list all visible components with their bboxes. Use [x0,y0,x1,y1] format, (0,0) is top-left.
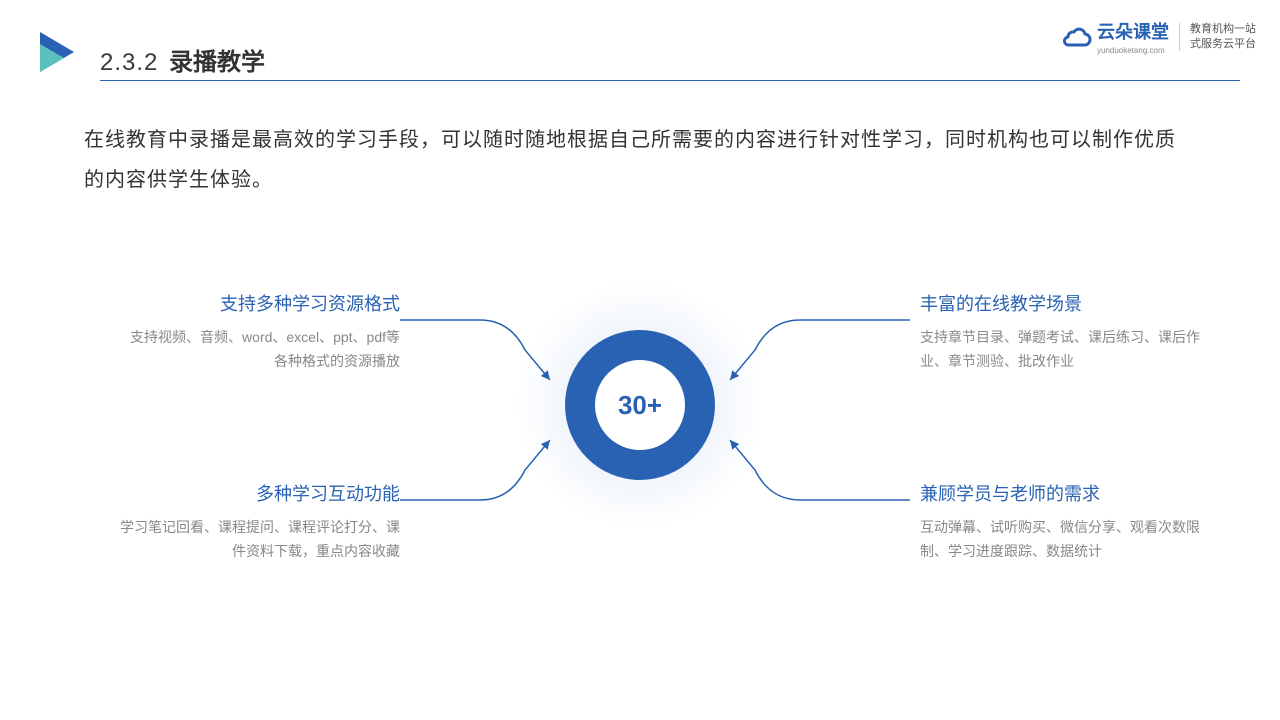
logo-sub: yunduoketang.com [1097,46,1169,55]
ring-inner: 30+ [595,360,685,450]
feature-bottom-left: 多种学习互动功能 学习笔记回看、课程提问、课程评论打分、课件资料下载，重点内容收… [120,480,400,564]
logo-tagline: 教育机构一站 式服务云平台 [1190,22,1256,51]
feature-bottom-right: 兼顾学员与老师的需求 互动弹幕、试听购买、微信分享、观看次数限制、学习进度跟踪、… [920,480,1200,564]
slide-header: 2.3.2 录播教学 云朵课堂 yunduoketang.com 教育机构一站 … [0,0,1280,90]
feature-title: 支持多种学习资源格式 [120,290,400,316]
feature-title: 丰富的在线教学场景 [920,290,1200,316]
logo-block: 云朵课堂 yunduoketang.com 教育机构一站 式服务云平台 [1063,18,1256,55]
feature-title: 兼顾学员与老师的需求 [920,480,1200,506]
logo-brand: 云朵课堂 [1097,18,1169,44]
feature-desc: 学习笔记回看、课程提问、课程评论打分、课件资料下载，重点内容收藏 [120,516,400,564]
connector-bottom-left [400,430,570,510]
center-circle: 30+ [565,330,715,480]
feature-desc: 互动弹幕、试听购买、微信分享、观看次数限制、学习进度跟踪、数据统计 [920,516,1200,564]
section-text: 录播教学 [169,49,265,76]
intro-paragraph: 在线教育中录播是最高效的学习手段，可以随时随地根据自己所需要的内容进行针对性学习… [84,120,1194,200]
connector-top-left [400,310,570,390]
feature-top-left: 支持多种学习资源格式 支持视频、音频、word、excel、ppt、pdf等各种… [120,290,400,374]
title-underline [100,80,1240,81]
logo-text: 云朵课堂 yunduoketang.com [1093,18,1169,55]
feature-diagram: 30+ 支持多种学习资源格式 支持视频、音频、word、excel、ppt、pd… [0,260,1280,620]
section-title: 2.3.2 录播教学 [100,42,265,77]
connector-bottom-right [710,430,910,510]
logo-cloud-icon [1063,26,1093,48]
feature-desc: 支持视频、音频、word、excel、ppt、pdf等各种格式的资源播放 [120,326,400,374]
connector-top-right [710,310,910,390]
feature-title: 多种学习互动功能 [120,480,400,506]
section-number: 2.3.2 [100,49,158,76]
feature-top-right: 丰富的在线教学场景 支持章节目录、弹题考试、课后练习、课后作业、章节测验、批改作… [920,290,1200,374]
center-label: 30+ [618,390,662,421]
logo-tagline-line1: 教育机构一站 [1190,22,1256,36]
logo-divider [1179,23,1180,51]
logo-tagline-line2: 式服务云平台 [1190,37,1256,51]
feature-desc: 支持章节目录、弹题考试、课后练习、课后作业、章节测验、批改作业 [920,326,1200,374]
play-icon [36,30,80,79]
